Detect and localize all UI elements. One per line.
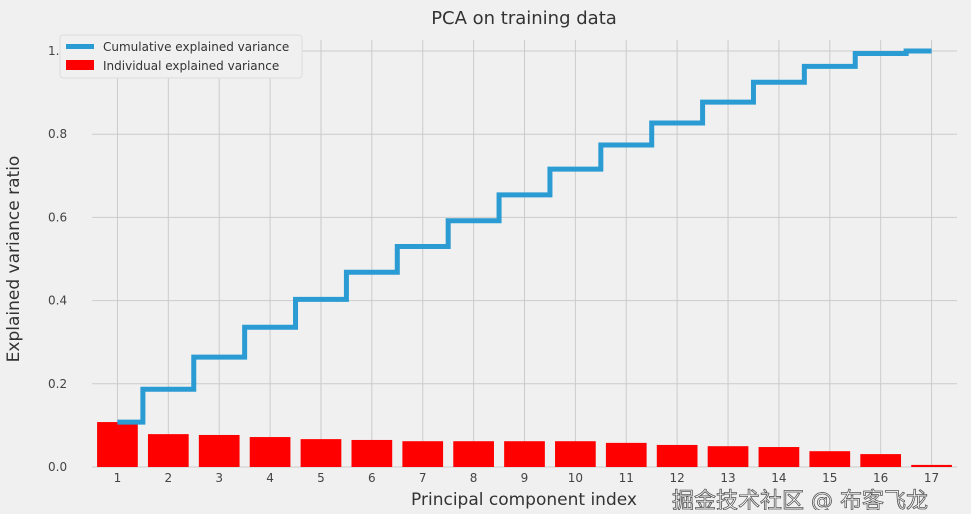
individual-variance-bar: [351, 439, 393, 467]
individual-variance-bar: [707, 446, 749, 467]
y-tick-label: 0.6: [48, 210, 67, 224]
x-tick-label: 11: [619, 471, 634, 485]
x-tick-label: 3: [215, 471, 223, 485]
y-tick-label: 0.8: [48, 127, 67, 141]
watermark: 掘金技术社区 @ 布客飞龙: [672, 489, 928, 510]
y-tick-label: 0.4: [48, 294, 67, 308]
x-tick-label: 7: [419, 471, 427, 485]
x-tick-label: 4: [266, 471, 274, 485]
x-tick-label: 16: [873, 471, 888, 485]
individual-variance-bar: [656, 444, 698, 467]
grid: [92, 40, 957, 468]
individual-variance-bar: [300, 439, 342, 467]
individual-variance-bar: [809, 451, 851, 467]
x-tick-label: 1: [114, 471, 122, 485]
individual-variance-bar: [605, 442, 647, 467]
x-tick-label: 6: [368, 471, 376, 485]
legend-swatch-individual: [66, 60, 94, 70]
cumulative-variance-line: [117, 48, 932, 425]
individual-variance-bar: [402, 441, 444, 467]
y-axis-label: Explained variance ratio: [4, 156, 24, 363]
y-tick-label: 0.2: [48, 377, 67, 391]
individual-variance-bar: [198, 434, 240, 467]
individual-variance-bar: [555, 441, 596, 467]
individual-variance-bar: [97, 422, 138, 467]
individual-variance-bar: [860, 454, 902, 467]
individual-variance-bar: [758, 447, 800, 467]
individual-variance-bar: [911, 464, 952, 467]
x-tick-label: 8: [470, 471, 478, 485]
x-axis-label: Principal component index: [411, 490, 637, 510]
legend: Cumulative explained variance Individual…: [59, 34, 303, 79]
chart-title: PCA on training data: [431, 8, 617, 29]
x-tick-label: 14: [771, 471, 786, 485]
x-tick-label: 12: [670, 471, 685, 485]
x-tick-label: 2: [165, 471, 173, 485]
y-tick-label: 0.0: [48, 460, 67, 474]
x-tick-label: 13: [720, 471, 735, 485]
legend-label-individual: Individual explained variance: [103, 59, 279, 73]
individual-variance-bar: [249, 437, 291, 467]
x-tick-label: 10: [568, 471, 583, 485]
x-tick-label: 5: [317, 471, 325, 485]
individual-variance-bar: [504, 441, 545, 467]
x-tick-label: 17: [924, 471, 939, 485]
legend-label-cumulative: Cumulative explained variance: [103, 40, 289, 54]
individual-variance-bar: [453, 441, 494, 467]
y-tick-labels: 0.00.20.40.60.81.0: [48, 44, 67, 474]
individual-variance-bar: [147, 434, 189, 467]
x-tick-label: 15: [822, 471, 837, 485]
x-tick-label: 9: [521, 471, 529, 485]
legend-swatch-cumulative: [66, 44, 94, 49]
bars: [97, 422, 952, 467]
x-tick-labels: 1 2 3 4 5 6 7 8 9 10 11 12 13 14 15 16 17: [114, 471, 940, 485]
